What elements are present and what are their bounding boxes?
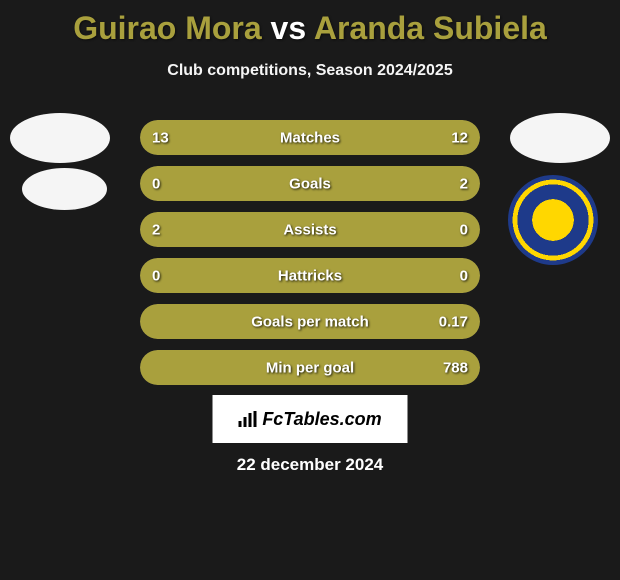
stat-value-right: 0 — [460, 267, 468, 284]
comparison-title: Guirao Mora vs Aranda Subiela — [0, 0, 620, 47]
player2-name: Aranda Subiela — [314, 10, 547, 46]
bar-right — [201, 166, 480, 201]
player1-name: Guirao Mora — [73, 10, 261, 46]
player2-badge — [510, 113, 610, 163]
stat-value-right: 2 — [460, 175, 468, 192]
date-text: 22 december 2024 — [237, 455, 384, 475]
stat-label: Goals — [289, 175, 331, 192]
stat-value-left: 13 — [152, 129, 169, 146]
stat-row-min-per-goal: Min per goal 788 — [140, 350, 480, 385]
stat-row-goals: 0 Goals 2 — [140, 166, 480, 201]
stat-label: Hattricks — [278, 267, 342, 284]
stat-value-left: 0 — [152, 175, 160, 192]
stat-label: Assists — [283, 221, 336, 238]
stat-value-right: 788 — [443, 359, 468, 376]
vs-text: vs — [271, 10, 307, 46]
stat-value-right: 0 — [460, 221, 468, 238]
stats-container: 13 Matches 12 0 Goals 2 2 Assists 0 0 Ha… — [140, 120, 480, 396]
player2-club-badge — [508, 175, 598, 265]
player1-club-badge — [22, 168, 107, 210]
stat-row-matches: 13 Matches 12 — [140, 120, 480, 155]
bar-left — [140, 212, 419, 247]
stat-value-left: 0 — [152, 267, 160, 284]
bar-left — [140, 350, 201, 385]
stat-label: Matches — [280, 129, 340, 146]
stat-value-left: 2 — [152, 221, 160, 238]
stat-label: Min per goal — [266, 359, 354, 376]
stat-value-right: 0.17 — [439, 313, 468, 330]
stat-label: Goals per match — [251, 313, 369, 330]
bar-left — [140, 304, 201, 339]
stat-row-hattricks: 0 Hattricks 0 — [140, 258, 480, 293]
brand-box[interactable]: FcTables.com — [213, 395, 408, 443]
brand-text: FcTables.com — [262, 409, 381, 430]
subtitle: Club competitions, Season 2024/2025 — [0, 62, 620, 80]
stat-row-assists: 2 Assists 0 — [140, 212, 480, 247]
bar-left — [140, 166, 201, 201]
chart-icon — [238, 411, 258, 427]
stat-value-right: 12 — [451, 129, 468, 146]
player1-badge — [10, 113, 110, 163]
bar-right — [419, 212, 480, 247]
stat-row-goals-per-match: Goals per match 0.17 — [140, 304, 480, 339]
